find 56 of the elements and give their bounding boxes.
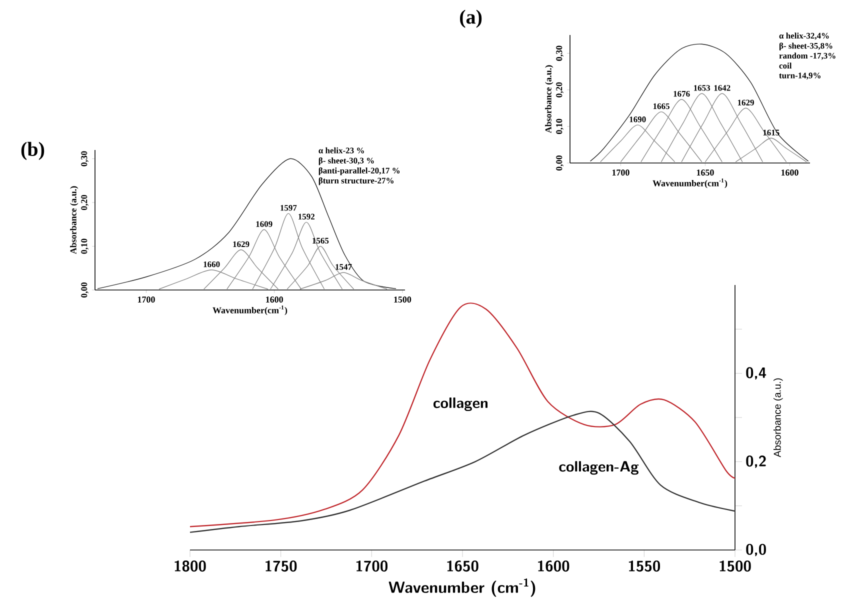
y-tick-label: 0,00	[81, 282, 88, 298]
annotation: α helix-32,4%	[779, 32, 829, 40]
annotation: 1629	[233, 241, 250, 248]
y-tick-label: 0,20	[81, 194, 88, 210]
y-tick-label: 0,0	[746, 544, 766, 556]
annotation: α helix-23 %	[318, 147, 364, 154]
x-tick-label: 1550	[628, 560, 660, 572]
y-axis-title: Absorbance (a.u.)	[70, 186, 78, 254]
annotation: 1660	[204, 261, 220, 268]
y-axis-title: Absorbance (a.u.)	[773, 378, 783, 458]
x-tick-label: 1500	[394, 296, 412, 303]
x-axis-title: Wavenumber(cm$^{-1}$)	[652, 178, 728, 188]
annotation: 1665	[653, 103, 670, 110]
y-tick-label: 0,00	[556, 155, 564, 171]
annotation: βanti-parallel-20,17 %	[318, 167, 400, 176]
annotation: 1565	[312, 238, 329, 244]
chart-title: (a)	[460, 10, 482, 28]
x-axis-title: Wavenumber (cm$^{-1}$)	[388, 578, 536, 597]
x-tick-label: 1650	[447, 560, 478, 572]
x-tick-label: 1600	[781, 170, 798, 176]
x-tick-label: 1750	[265, 560, 297, 572]
x-tick-label: 1800	[174, 560, 206, 572]
y-tick-label: 0,2	[746, 456, 766, 468]
series-label: collagen	[433, 398, 488, 411]
chart-title: (b)	[21, 142, 44, 160]
annotation: 1629	[738, 100, 754, 106]
annotation: 1690	[630, 116, 646, 122]
annotation: turn-14,9%	[779, 72, 820, 80]
x-axis-title: Wavenumber(cm$^{-1}$)	[212, 305, 288, 316]
y-tick-label: 0,30	[81, 151, 88, 166]
x-tick-label: 1500	[720, 560, 751, 572]
y-tick-label: 0,30	[556, 46, 564, 61]
x-tick-label: 1600	[266, 296, 283, 303]
x-tick-label: 1700	[612, 170, 630, 176]
x-tick-label: 1600	[538, 560, 570, 572]
y-tick-label: 0,10	[556, 118, 564, 134]
annotation: β- sheet-35,8%	[779, 42, 832, 50]
x-tick-label: 1700	[356, 560, 388, 572]
annotation: 1642	[714, 85, 730, 91]
annotation: coil	[779, 62, 792, 69]
y-tick-label: 0,10	[81, 238, 88, 254]
annotation: 1676	[674, 90, 690, 97]
x-tick-label: 1700	[138, 296, 155, 303]
annotation: random -17,3%	[779, 52, 836, 60]
annotation: β- sheet-30,3 %	[318, 157, 374, 166]
series-label: collagen-Ag	[559, 461, 639, 475]
annotation: 1609	[256, 221, 272, 227]
annotation: βturn structure-27%	[318, 177, 394, 186]
y-tick-label: 0,4	[746, 367, 766, 380]
annotation: 1653	[694, 85, 710, 91]
y-axis-title: Absorbance (a.u.)	[545, 65, 554, 134]
annotation: 1597	[280, 205, 297, 211]
annotation: 1592	[298, 214, 315, 220]
y-tick-label: 0,20	[556, 82, 564, 98]
x-tick-label: 1650	[696, 170, 714, 176]
annotation: 1547	[336, 264, 352, 270]
